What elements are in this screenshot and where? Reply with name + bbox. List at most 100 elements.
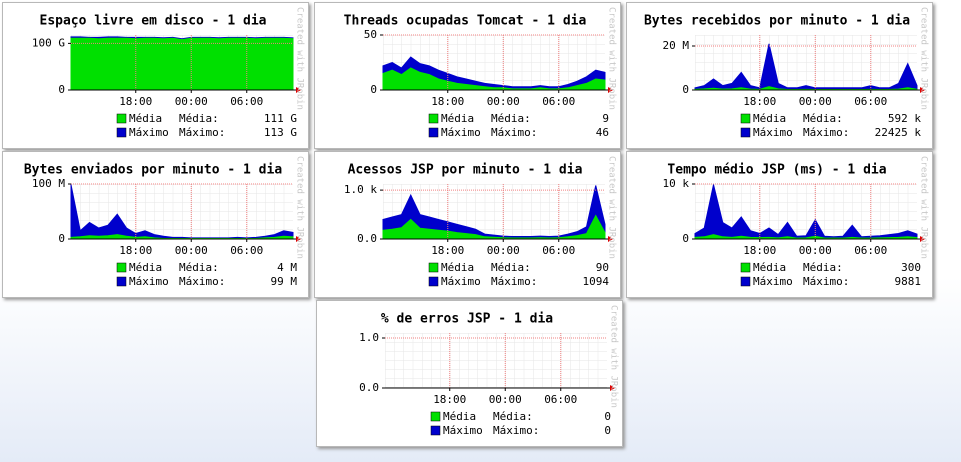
stat-value: 113 G [264,126,297,139]
chart-title: Threads ocupadas Tomcat - 1 dia [344,14,587,29]
chart-title: Bytes enviados por minuto - 1 dia [24,163,282,178]
plot-area [695,35,917,90]
legend-label: Máximo [753,275,793,288]
x-tick-label: 06:00 [544,393,577,406]
stat-value: 22425 k [875,126,922,139]
stat-label: Média: [493,410,533,423]
stat-label: Média: [179,261,219,274]
stat-label: Média: [491,261,531,274]
legend-swatch [740,113,751,124]
plot-area [385,333,607,388]
stat-label: Máximo: [803,126,849,139]
stat-value: 9 [602,112,609,125]
y-tick-label: 100 G [32,36,65,49]
area [694,184,918,240]
area [382,185,606,240]
chart: Threads ocupadas Tomcat - 1 dia 0 50 18:00 0… [344,7,617,139]
stat-value: 99 M [271,275,298,288]
stat-label: Máximo: [491,275,537,288]
area [382,214,606,240]
stat-value: 0 [604,424,611,437]
x-tick-label: 06:00 [230,244,263,257]
area [382,67,606,91]
chart-panel: Espaço livre em disco - 1 dia 0 100 G 18:00… [2,2,309,149]
x-tick-label: 06:00 [542,95,575,108]
x-tick-label: 18:00 [119,95,152,108]
axis-arrow [920,236,925,242]
legend-label: Máximo [441,275,481,288]
legend-swatch [116,262,127,273]
x-tick-label: 00:00 [175,95,208,108]
legend-label: Máximo [129,275,169,288]
x-tick-label: 18:00 [119,244,152,257]
watermark: Created with JRobin [607,156,617,259]
legend-label: Máximo [443,424,483,437]
stat-label: Média: [179,112,219,125]
watermark: Created with JRobin [295,156,305,259]
x-tick-label: 06:00 [542,244,575,257]
chart: % de erros JSP - 1 dia 0.0 1.0 18:00 00:00 06… [359,305,618,437]
legend-label: Média [753,261,786,274]
y-tick-label: 100 M [32,177,65,190]
x-tick-label: 18:00 [431,95,464,108]
stat-value: 9881 [895,275,922,288]
chart: Bytes recebidos por minuto - 1 dia 0 20 M 1… [644,7,929,139]
legend-label: Máximo [129,126,169,139]
stat-value: 4 M [277,261,297,274]
legend-swatch [116,276,127,287]
area [70,184,294,240]
chart-title: % de erros JSP - 1 dia [381,312,553,327]
x-tick-label: 00:00 [799,95,832,108]
chart-panel: Tempo médio JSP (ms) - 1 dia 0 10 k 18:00 00… [626,151,933,298]
chart-title: Tempo médio JSP (ms) - 1 dia [667,163,886,178]
stat-label: Média: [491,112,531,125]
stat-value: 1094 [583,275,610,288]
axis-arrow [610,385,615,391]
x-tick-label: 06:00 [230,95,263,108]
stat-label: Média: [803,261,843,274]
x-tick-label: 18:00 [433,393,466,406]
area [694,43,918,91]
stat-label: Máximo: [179,275,225,288]
watermark: Created with JRobin [919,7,929,110]
y-tick-label: 50 [364,28,377,41]
stat-value: 90 [596,261,609,274]
legend-swatch [740,262,751,273]
chart-title: Acessos JSP por minuto - 1 dia [348,163,583,178]
x-tick-label: 00:00 [489,393,522,406]
stat-value: 592 k [888,112,921,125]
legend-swatch [740,276,751,287]
legend-swatch [740,127,751,138]
legend-swatch [116,113,127,124]
legend-label: Máximo [753,126,793,139]
chart: Espaço livre em disco - 1 dia 0 100 G 18:00… [32,7,305,139]
x-tick-label: 18:00 [743,244,776,257]
legend-swatch [428,262,439,273]
y-tick-label: 0 [58,232,65,245]
stat-value: 111 G [264,112,297,125]
legend-label: Média [443,410,476,423]
x-tick-label: 18:00 [431,244,464,257]
chart: Bytes enviados por minuto - 1 dia 0 100 M 1… [24,156,305,288]
x-tick-label: 00:00 [487,244,520,257]
legend-label: Média [441,112,474,125]
legend-swatch [428,127,439,138]
area [694,234,918,240]
watermark: Created with JRobin [295,7,305,110]
watermark: Created with JRobin [919,156,929,259]
x-tick-label: 00:00 [799,244,832,257]
legend-label: Máximo [441,126,481,139]
stat-value: 0 [604,410,611,423]
legend-swatch [430,425,441,436]
legend-swatch [428,113,439,124]
area [70,234,294,240]
axis-arrow [296,87,301,93]
chart-panel: Bytes recebidos por minuto - 1 dia 0 20 M 1… [626,2,933,149]
axis-arrow [296,236,301,242]
stat-label: Máximo: [803,275,849,288]
stat-label: Máximo: [491,126,537,139]
watermark: Created with JRobin [607,7,617,110]
stat-label: Média: [803,112,843,125]
y-tick-label: 0 [370,83,377,96]
chart: Acessos JSP por minuto - 1 dia 0.0 1.0 k 18… [344,156,617,288]
